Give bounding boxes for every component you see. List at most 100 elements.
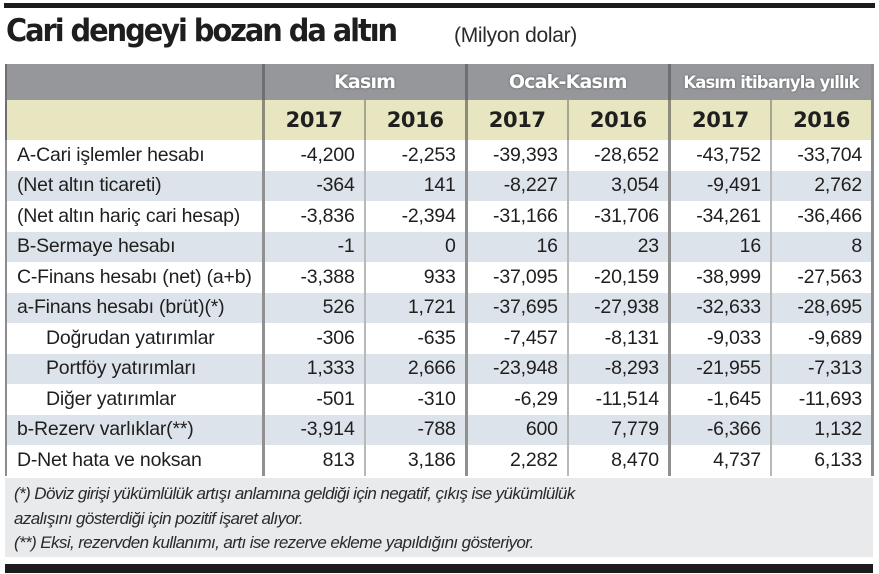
value-cell: -37,695 [464,292,568,323]
group-header-ocak-kasim: Ocak-Kasım [464,64,670,100]
value-cell: -501 [261,384,365,415]
row-label: a-Finans hesabı (brüt)(*) [5,292,263,323]
value-cell: -28,695 [769,292,875,323]
value-cell: -37,095 [464,262,568,293]
year-header: 2016 [566,100,670,140]
year-header: 2016 [769,100,875,140]
value-cell: 7,779 [566,414,670,445]
value-cell: -27,938 [566,292,670,323]
value-cell: -3,914 [261,414,365,445]
value-cell: -20,159 [566,262,670,293]
value-cell: -28,652 [566,140,670,171]
value-cell: 2,666 [363,353,467,384]
value-cell: -11,514 [566,384,670,415]
value-cell: -1 [261,231,365,262]
value-cell: -8,227 [464,170,568,201]
title-unit: (Milyon dolar) [454,24,577,47]
table-row: Doğrudan yatırımlar -306 -635 -7,457 -8,131-… [5,323,875,354]
value-cell: -8,131 [566,323,670,354]
value-cell: -2,253 [363,140,467,171]
value-cell: -27,563 [769,262,875,293]
value-cell: 141 [363,170,467,201]
footnote-line-1: (*) Döviz girişi yükümlülük artışı anlam… [14,484,575,503]
row-label: B-Sermaye hesabı [5,231,263,262]
row-label: C-Finans hesabı (net) (a+b) [5,262,263,293]
page-title: Cari dengeyi bozan da altın (Milyon dola… [6,13,577,59]
title-main: Cari dengeyi bozan da altın [6,13,398,49]
table-row: Portföy yatırımları 1,333 2,666 -23,948 -8,2… [5,353,875,384]
value-cell: -364 [261,170,365,201]
value-cell: 526 [261,292,365,323]
value-cell: 1,132 [769,414,875,445]
year-header: 2016 [363,100,467,140]
header-corner [5,64,263,100]
value-cell: 1,721 [363,292,467,323]
year-header: 2017 [261,100,365,140]
value-cell: 16 [667,231,771,262]
table-row: b-Rezerv varlıklar(**) -3,914 -788 600 7,779… [5,414,875,445]
row-label: Doğrudan yatırımlar [5,323,263,354]
value-cell: -43,752 [667,140,771,171]
row-label: A-Cari işlemler hesabı [5,140,263,171]
value-cell: 6,133 [769,445,875,476]
value-cell: 8 [769,231,875,262]
row-label: b-Rezerv varlıklar(**) [5,414,263,445]
value-cell: -7,313 [769,353,875,384]
table-row: Diğer yatırımlar -501 -310 -6,29 -11,514 -1,6… [5,384,875,415]
year-header-corner [5,100,263,140]
value-cell: 0 [363,231,467,262]
value-cell: 16 [464,231,568,262]
top-rule [4,3,875,8]
value-cell: 933 [363,262,467,293]
value-cell: -33,704 [769,140,875,171]
value-cell: 600 [464,414,568,445]
value-cell: -36,466 [769,201,875,232]
year-header-row: 2017 2016 2017 2016 2017 2016 [5,100,875,140]
value-cell: -9,491 [667,170,771,201]
table-row: B-Sermaye hesabı -1 0 16 23 16 8 [5,231,875,262]
group-header-yillik: Kasım itibarıyla yıllık [667,64,875,100]
row-label: Portföy yatırımları [5,353,263,384]
value-cell: -306 [261,323,365,354]
value-cell: 3,186 [363,445,467,476]
bottom-rule [5,564,873,573]
footnotes: (*) Döviz girişi yükümlülük artışı anlam… [5,478,873,557]
value-cell: -8,293 [566,353,670,384]
value-cell: 23 [566,231,670,262]
value-cell: 813 [261,445,365,476]
value-cell: -788 [363,414,467,445]
value-cell: 1,333 [261,353,365,384]
value-cell: 2,282 [464,445,568,476]
value-cell: -38,999 [667,262,771,293]
group-header-kasim: Kasım [261,64,467,100]
value-cell: -310 [363,384,467,415]
value-cell: -9,689 [769,323,875,354]
table-row: C-Finans hesabı (net) (a+b) -3,388 933 -37,… [5,262,875,293]
row-label: (Net altın ticareti) [5,170,263,201]
table-row: D-Net hata ve noksan 813 3,186 2,282 8,470 4,… [5,445,875,476]
row-label: D-Net hata ve noksan [5,445,263,476]
value-cell: -21,955 [667,353,771,384]
value-cell: -1,645 [667,384,771,415]
year-header: 2017 [667,100,771,140]
value-cell: -3,836 [261,201,365,232]
value-cell: 4,737 [667,445,771,476]
table-row: (Net altın ticareti) -364 141 -8,227 3,054 -9… [5,170,875,201]
value-cell: -7,457 [464,323,568,354]
value-cell: -3,388 [261,262,365,293]
value-cell: -9,033 [667,323,771,354]
table-row: a-Finans hesabı (brüt)(*) 526 1,721 -37,695… [5,292,875,323]
year-header: 2017 [464,100,568,140]
value-cell: 2,762 [769,170,875,201]
value-cell: -23,948 [464,353,568,384]
value-cell: -635 [363,323,467,354]
value-cell: -11,693 [769,384,875,415]
group-header-row: Kasım Ocak-Kasım Kasım itibarıyla yıllık [5,64,875,100]
value-cell: -32,633 [667,292,771,323]
value-cell: -6,29 [464,384,568,415]
row-label: (Net altın hariç cari hesap) [5,201,263,232]
table-row: A-Cari işlemler hesabı -4,200 -2,253 -39,39… [5,140,875,171]
balance-of-payments-table: Kasım Ocak-Kasım Kasım itibarıyla yıllık… [5,64,875,476]
value-cell: -2,394 [363,201,467,232]
value-cell: -31,166 [464,201,568,232]
